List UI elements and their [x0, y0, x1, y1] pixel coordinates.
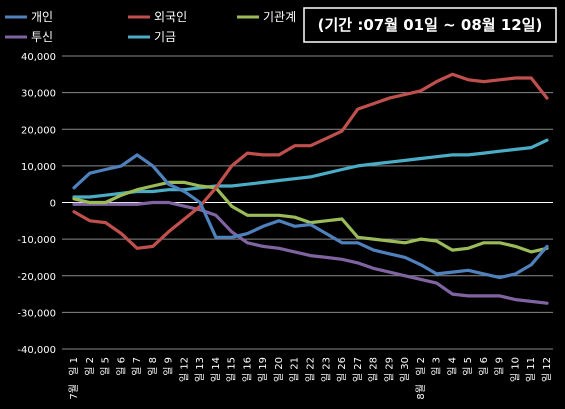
- x-month-label: 7월: [68, 384, 80, 400]
- x-tick-label: 일 5: [100, 357, 112, 376]
- x-tick-label: 일 2: [415, 357, 427, 376]
- x-tick-label: 일 6: [115, 357, 127, 376]
- y-tick-label: 20,000: [21, 125, 56, 136]
- x-tick-label: 일 14: [210, 357, 222, 382]
- legend-label: 기금: [154, 30, 176, 44]
- x-tick-label: 일 20: [273, 357, 285, 382]
- x-tick-label: 일 22: [305, 357, 317, 382]
- series-line-2: [72, 72, 549, 250]
- x-tick-label: 일 16: [241, 357, 253, 382]
- x-tick-label: 일 30: [399, 357, 411, 382]
- x-tick-label: 일 5: [462, 357, 474, 376]
- x-tick-label: 일 26: [336, 357, 348, 382]
- x-tick-label: 일 29: [383, 357, 395, 382]
- y-tick-label: -20,000: [17, 272, 56, 283]
- x-tick-label: 일 3: [431, 357, 443, 376]
- x-tick-label: 일 4: [446, 357, 458, 376]
- legend-label: 개인: [31, 10, 53, 24]
- x-tick-label: 일 19: [257, 357, 269, 382]
- x-tick-label: 일 10: [509, 357, 521, 382]
- x-tick-label: 일 15: [226, 357, 238, 382]
- x-tick-label: 일 9: [163, 357, 175, 376]
- legend-label: 투신: [31, 30, 53, 44]
- y-tick-label: 30,000: [21, 89, 56, 100]
- x-tick-label: 일 12: [178, 357, 190, 382]
- series-line-4: [72, 200, 549, 305]
- x-tick-label: 일 6: [478, 357, 490, 376]
- x-month-label: 8월: [415, 384, 427, 400]
- legend-label: 기관계: [263, 10, 296, 24]
- y-tick-label: -10,000: [17, 235, 56, 246]
- legend-label: 외국인: [154, 10, 187, 24]
- y-tick-label: 0: [50, 199, 56, 210]
- x-tick-label: 일 12: [541, 357, 553, 382]
- title-box-frame: [303, 7, 557, 43]
- y-tick-label: -40,000: [17, 345, 56, 356]
- y-tick-label: -30,000: [17, 308, 56, 319]
- series-line-3: [72, 180, 549, 254]
- y-tick-label: 40,000: [21, 52, 56, 63]
- x-tick-label: 일 23: [320, 357, 332, 382]
- series-line-1: [72, 153, 549, 280]
- x-tick-label: 일 21: [289, 357, 301, 382]
- x-tick-label: 일 11: [525, 357, 537, 382]
- series-lines: [72, 72, 549, 305]
- gridlines: [62, 55, 553, 350]
- x-tick-label: 일 9: [494, 357, 506, 376]
- chart-title: (기간 :07월 01일 ~ 08월 12일): [318, 16, 543, 34]
- y-axis: 40,000 30,000 20,000 10,000 0 -10,000 -20,000 -…: [17, 52, 56, 356]
- series-line-5: [72, 138, 549, 199]
- x-tick-label: 일 7: [131, 357, 143, 376]
- x-tick-label: 일 2: [84, 357, 96, 376]
- x-tick-label: 일 1: [68, 357, 80, 376]
- x-tick-label: 일 27: [352, 357, 364, 382]
- x-tick-label: 일 28: [368, 357, 380, 382]
- title-box: (기간 :07월 01일 ~ 08월 12일): [303, 7, 557, 43]
- y-tick-label: 10,000: [21, 162, 56, 173]
- x-tick-label: 일 13: [194, 357, 206, 382]
- x-tick-label: 일 8: [147, 357, 159, 376]
